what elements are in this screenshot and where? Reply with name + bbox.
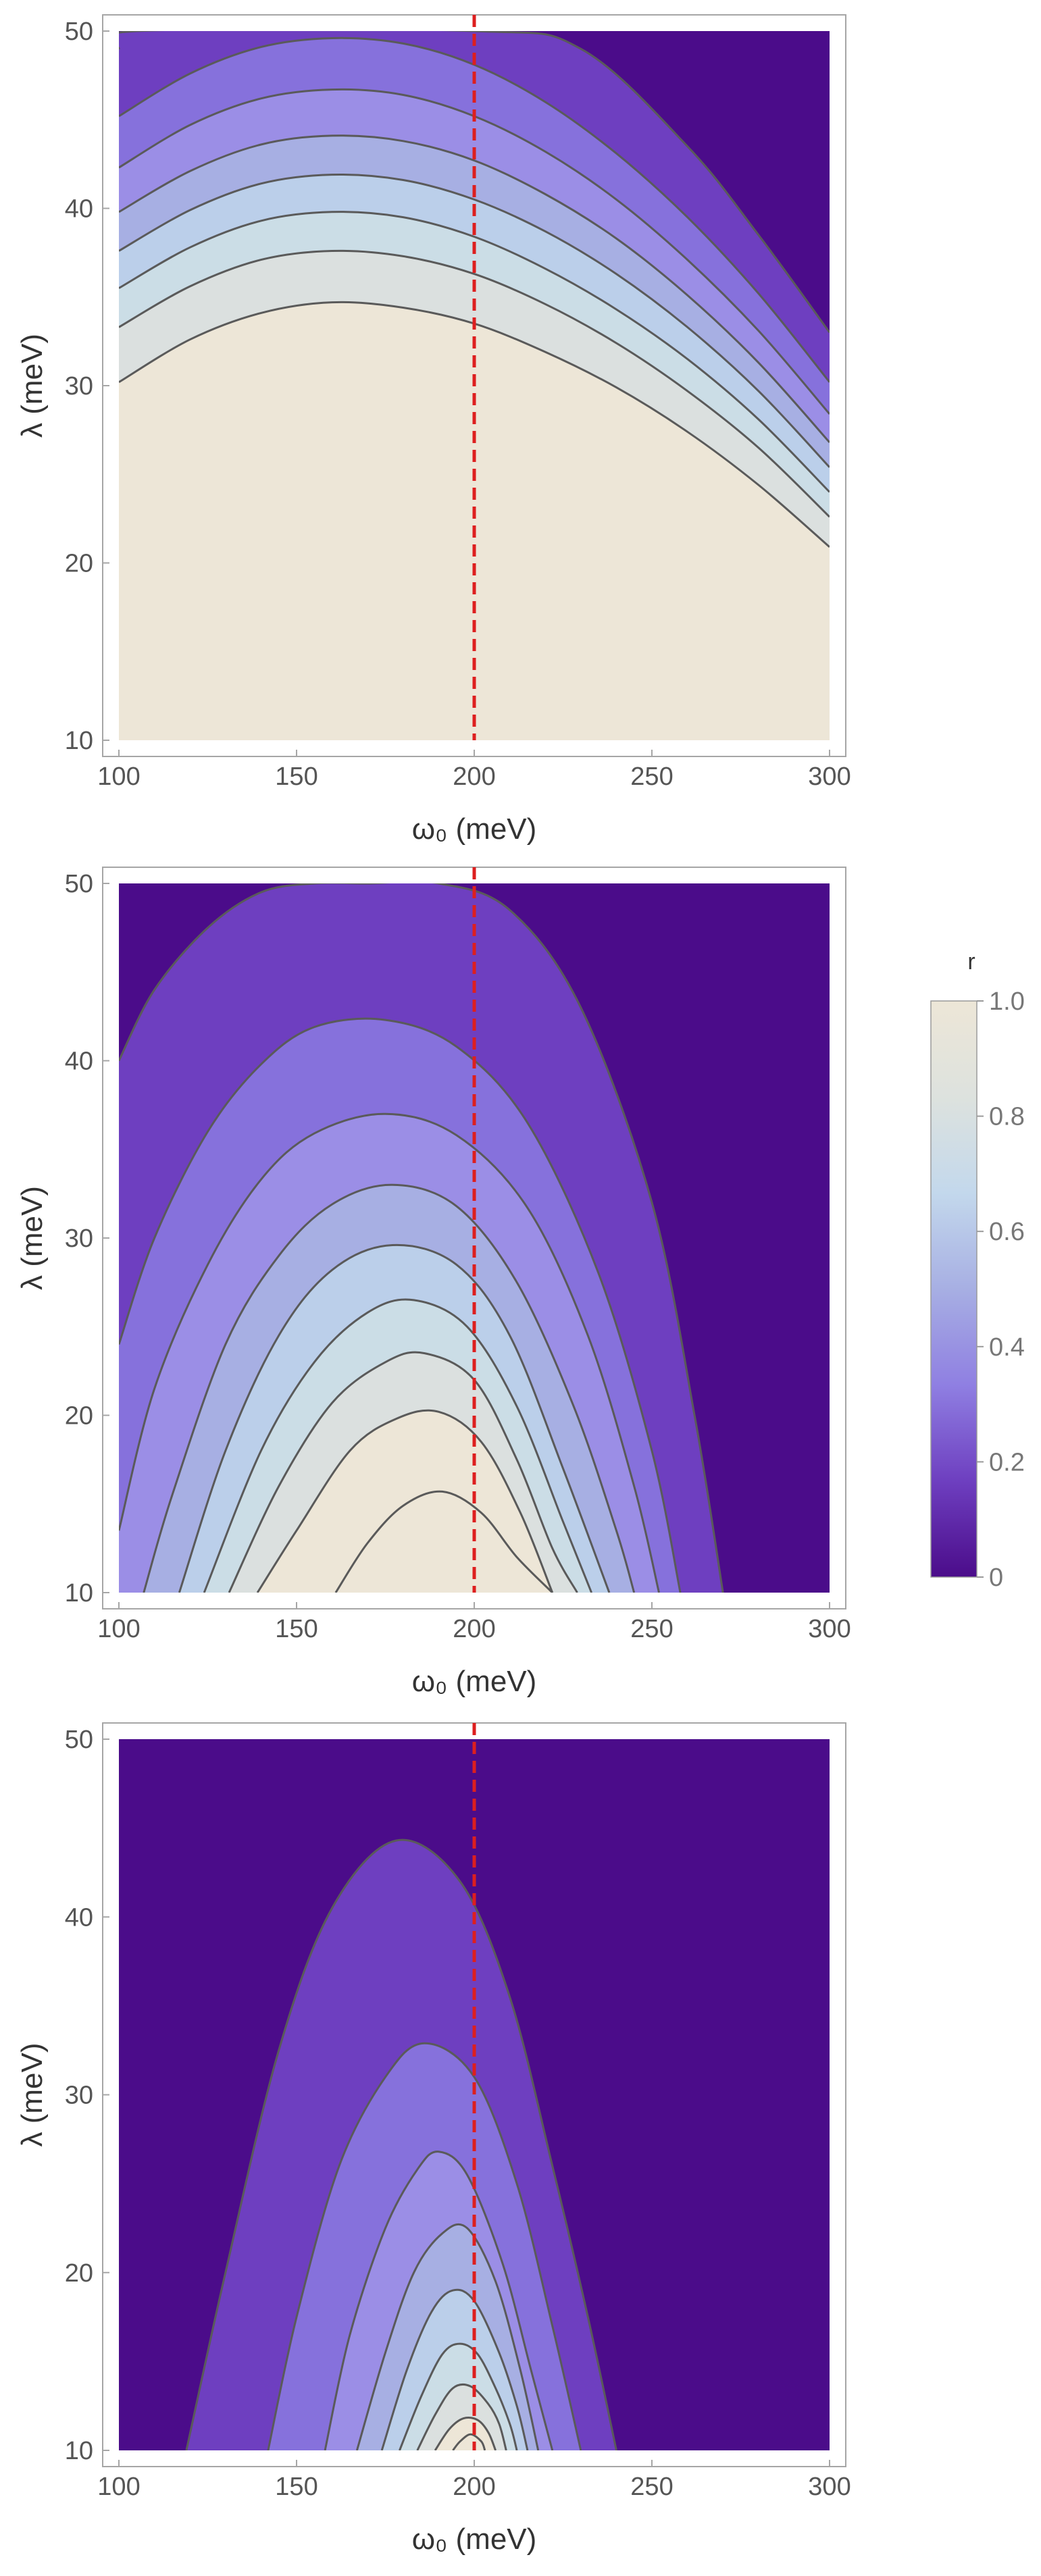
contour-line-7 — [119, 211, 830, 493]
contour-line-9 — [334, 1490, 553, 1593]
contour-line-6 — [203, 1298, 592, 1593]
colorbar-tick-label: 0.4 — [989, 1333, 1025, 1362]
x-tick-label: 100 — [97, 763, 140, 791]
contour-line-8 — [434, 2417, 497, 2450]
x-tick-label: 300 — [808, 1615, 850, 1643]
x-tick-label: 200 — [453, 2473, 495, 2501]
x-tick-label: 150 — [275, 1615, 318, 1643]
contour-line-3 — [119, 1112, 660, 1593]
y-tick-label: 30 — [65, 2082, 93, 2110]
colorbar: r 0 0.2 0.4 0.6 0.8 1.0 — [930, 949, 1025, 1592]
x-axis-label: ω₀ (meV) — [412, 1665, 537, 1698]
contour-line-4 — [355, 2223, 540, 2450]
y-tick-label: 30 — [65, 1225, 93, 1253]
x-tick-label: 150 — [275, 2473, 318, 2501]
contour-line-7 — [228, 1351, 578, 1593]
x-axis-label: ω₀ (meV) — [412, 2523, 537, 2556]
y-axis-label: λ (meV) — [16, 334, 49, 438]
contour-line-4 — [119, 88, 830, 415]
contour-line-3 — [324, 2150, 554, 2450]
y-tick-label: 40 — [65, 195, 93, 224]
contour-plot-middle: 100 150 200 250 300 10 20 30 40 50 ω₀ (meV) λ (meV) — [16, 867, 851, 1698]
colorbar-tick-label: 0.2 — [989, 1448, 1025, 1476]
y-axis-label: λ (meV) — [16, 1186, 49, 1290]
x-tick-label: 300 — [808, 2473, 850, 2501]
contour-line-1 — [185, 1838, 617, 2450]
colorbar-tick-label: 1.0 — [989, 987, 1025, 1016]
colorbar-tick-label: 0.6 — [989, 1218, 1025, 1246]
contour-line-5 — [178, 1243, 611, 1593]
contour-line-4 — [143, 1183, 636, 1593]
contour-band-9 — [119, 302, 830, 740]
colorbar-tick-label: 0.8 — [989, 1103, 1025, 1131]
y-tick-label: 10 — [65, 2437, 93, 2465]
colorbar-gradient — [930, 1000, 977, 1578]
contour-line-3 — [119, 36, 830, 383]
contour-line-2 — [119, 31, 830, 334]
y-tick-label: 50 — [65, 1726, 93, 1754]
contour-plot-bottom: 100 150 200 250 300 10 20 30 40 50 ω₀ (meV) λ (meV) — [16, 1722, 851, 2556]
x-tick-label: 250 — [630, 763, 673, 791]
contour-line-2 — [267, 2042, 582, 2450]
contour-plot-top: 100 150 200 250 300 10 20 30 40 50 ω₀ (meV) λ (meV) — [16, 14, 851, 846]
x-tick-label: 250 — [630, 1615, 673, 1643]
contour-line-7 — [416, 2383, 507, 2450]
x-tick-label: 100 — [97, 1615, 140, 1643]
x-tick-label: 200 — [453, 763, 495, 791]
y-tick-label: 10 — [65, 727, 93, 755]
x-tick-label: 100 — [97, 2473, 140, 2501]
contour-line-9 — [452, 2433, 486, 2450]
contour-line-8 — [256, 1409, 554, 1593]
y-tick-label: 50 — [65, 18, 93, 46]
contour-line-6 — [119, 173, 830, 468]
colorbar-title: r — [967, 949, 975, 975]
y-tick-label: 20 — [65, 1402, 93, 1431]
y-tick-label: 40 — [65, 1048, 93, 1076]
y-axis-label: λ (meV) — [16, 2043, 49, 2147]
x-tick-label: 250 — [630, 2473, 673, 2501]
colorbar-tick-label: 0 — [989, 1564, 1003, 1592]
y-tick-label: 40 — [65, 1903, 93, 1932]
contour-band-9 — [335, 1491, 553, 1593]
contour-line-2 — [119, 1017, 682, 1593]
x-tick-label: 150 — [275, 763, 318, 791]
contour-line-5 — [119, 134, 830, 443]
x-tick-label: 200 — [453, 1615, 495, 1643]
y-tick-label: 10 — [65, 1579, 93, 1607]
y-tick-label: 20 — [65, 2259, 93, 2288]
x-tick-label: 300 — [808, 763, 850, 791]
y-tick-label: 20 — [65, 550, 93, 578]
contour-line-8 — [119, 249, 830, 518]
y-tick-label: 30 — [65, 372, 93, 401]
x-axis-label: ω₀ (meV) — [412, 813, 537, 846]
y-tick-label: 50 — [65, 870, 93, 898]
contour-line-5 — [380, 2288, 529, 2450]
contour-field — [119, 31, 830, 740]
contour-line-6 — [399, 2342, 518, 2450]
